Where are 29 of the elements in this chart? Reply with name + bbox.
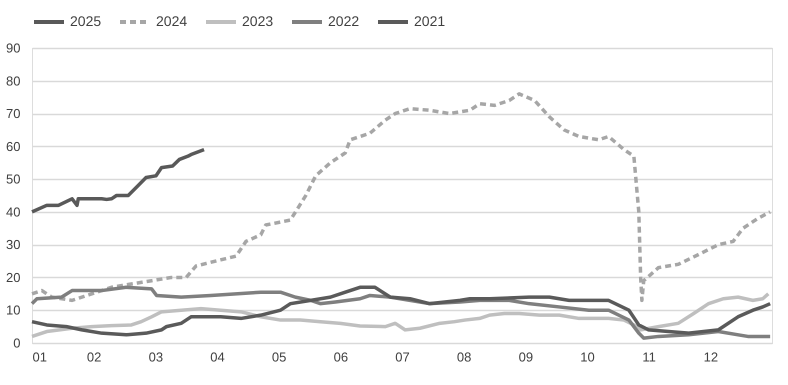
x-tick-label: 08 [456,350,472,364]
legend-label: 2023 [242,13,274,29]
legend-label: 2021 [414,13,446,29]
x-tick-label: 07 [395,350,410,364]
x-tick-label: 02 [86,350,102,364]
x-tick-label: 05 [272,350,286,364]
x-tick-label: 10 [580,350,595,364]
y-tick-label: 80 [6,73,20,88]
x-tick-label: 03 [148,350,164,364]
line-series [30,92,772,302]
x-tick-label: 12 [704,350,718,364]
x-tick-label: 01 [32,350,47,364]
y-tick-label: 40 [6,204,20,220]
legend-label: 2024 [156,13,188,29]
y-tick-label: 60 [6,138,20,154]
y-tick-label: 90 [6,40,20,56]
x-tick-label: 09 [518,350,534,364]
x-tick-label: 06 [334,350,348,364]
y-tick-label: 10 [6,302,20,318]
legend-label: 2022 [328,13,360,29]
x-tick-label: 04 [210,350,225,364]
line-series [30,148,206,214]
y-tick-label: 0 [13,336,20,350]
y-tick-label: 20 [6,270,20,285]
y-tick-label: 30 [6,237,20,252]
y-tick-label: 70 [6,106,20,122]
y-tick-label: 50 [6,172,20,187]
x-tick-label: 11 [642,350,656,364]
legend-label: 2025 [70,13,102,29]
